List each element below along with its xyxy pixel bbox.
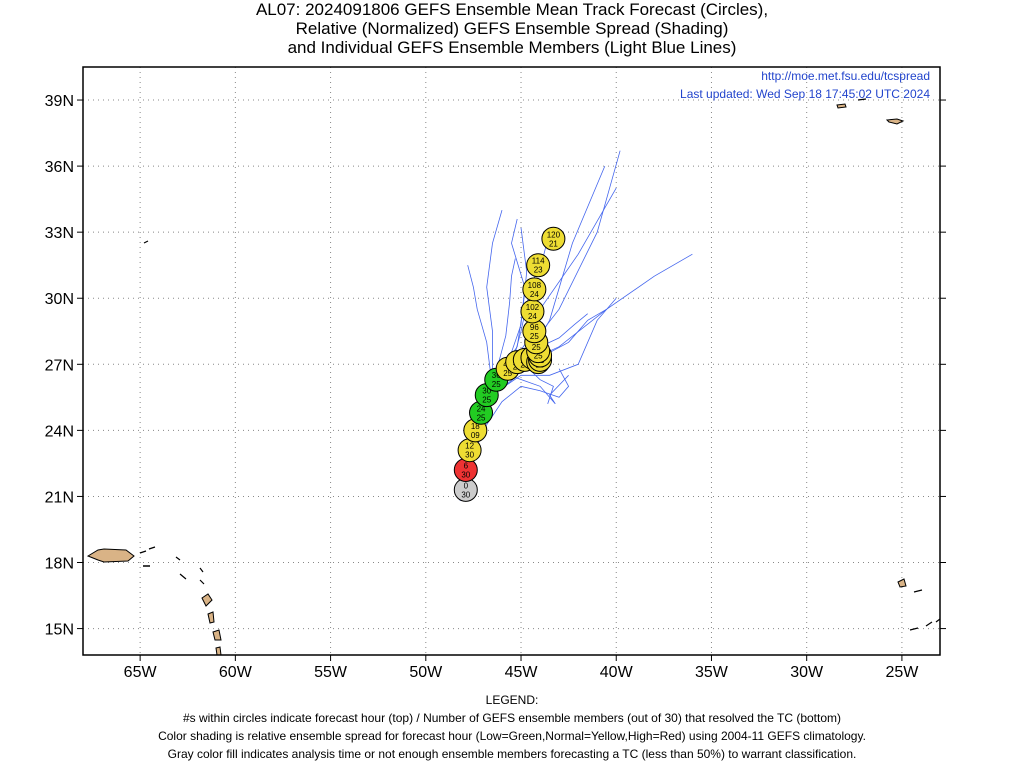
longitude-labels: 65W 60W 55W 50W 45W 40W 35W 30W 25W [124, 655, 919, 681]
lat-tick-label: 33N [45, 225, 74, 242]
member-count-label: 09 [471, 431, 480, 440]
member-count-label: 24 [528, 312, 537, 321]
legend-line-3: Gray color fill indicates analysis time … [167, 747, 857, 761]
member-count-label: 25 [532, 343, 541, 352]
member-count-label: 25 [492, 380, 501, 389]
lat-tick-label: 30N [45, 291, 74, 308]
azores-island-1 [836, 103, 847, 109]
forecast-hour-label: 102 [526, 303, 540, 312]
forecast-hour-label: 12 [465, 442, 474, 451]
ensemble-member-tracks [457, 150, 693, 501]
lat-tick-label: 18N [45, 556, 74, 573]
st-lucia-island [215, 646, 222, 655]
legend-line-1: #s within circles indicate forecast hour… [182, 711, 842, 725]
lon-tick-label: 65W [124, 664, 158, 681]
guadeloupe-island [201, 593, 213, 607]
leeward-island-1 [175, 556, 187, 580]
azores-island-3 [885, 118, 905, 125]
mean-track-circles: 0306301230180924253025362542254825542560… [453, 226, 566, 502]
lon-tick-label: 25W [885, 664, 919, 681]
puerto-rico-island [86, 548, 135, 563]
forecast-hour-label: 30 [482, 387, 491, 396]
map-grid [83, 67, 940, 655]
azores-island-2 [857, 98, 867, 101]
lon-tick-label: 50W [409, 664, 443, 681]
forecast-hour-label: 24 [477, 404, 486, 413]
chart-title-line-2: Relative (Normalized) GEFS Ensemble Spre… [295, 19, 729, 38]
spread-circle [522, 277, 547, 302]
lat-tick-label: 27N [45, 357, 74, 374]
member-count-label: 23 [534, 266, 543, 275]
forecast-hour-label: 114 [532, 257, 545, 266]
member-count-label: 30 [461, 490, 470, 499]
martinique-island [212, 629, 222, 641]
virgin-islands [139, 546, 156, 554]
source-url[interactable]: http://moe.met.fsu.edu/tcspread [761, 69, 930, 83]
lon-tick-label: 30W [790, 664, 824, 681]
member-count-label: 30 [461, 471, 470, 480]
spread-circle [541, 226, 566, 251]
lon-tick-label: 35W [695, 664, 729, 681]
forecast-hour-label: 6 [464, 462, 469, 471]
cape-verde-island-3 [909, 618, 940, 631]
land-masses [86, 98, 940, 655]
last-updated: Last updated: Wed Sep 18 17:45:02 UTC 20… [680, 87, 930, 101]
map-frame [82, 66, 941, 656]
lon-tick-label: 40W [600, 664, 634, 681]
lat-tick-label: 39N [45, 93, 74, 110]
forecast-hour-label: 0 [464, 481, 469, 490]
chart-title-line-3: and Individual GEFS Ensemble Members (Li… [287, 38, 737, 57]
bermuda-island [143, 240, 149, 244]
lat-tick-label: 24N [45, 423, 74, 440]
latitude-labels: 15N 18N 21N 24N 27N 30N 33N 36N 39N [45, 93, 946, 639]
lon-tick-label: 60W [219, 664, 253, 681]
spread-circle [526, 253, 551, 278]
member-count-label: 30 [465, 451, 474, 460]
forecast-hour-label: 18 [471, 422, 480, 431]
leeward-island-2 [199, 567, 205, 585]
member-count-label: 25 [477, 413, 486, 422]
member-count-label: 25 [530, 332, 539, 341]
member-count-label: 25 [503, 369, 512, 378]
forecast-hour-label: 96 [530, 323, 539, 332]
member-count-label: 21 [549, 239, 558, 248]
dominica-island [207, 611, 215, 624]
forecast-hour-label: 120 [547, 230, 561, 239]
lat-tick-label: 21N [45, 489, 74, 506]
lat-tick-label: 36N [45, 159, 74, 176]
chart-title-line-1: AL07: 2024091806 GEFS Ensemble Mean Trac… [255, 0, 769, 19]
legend-heading: LEGEND: [485, 693, 539, 707]
legend-line-2: Color shading is relative ensemble sprea… [158, 729, 866, 743]
lon-tick-label: 45W [505, 664, 539, 681]
forecast-hour-label: 108 [528, 281, 542, 290]
forecast-hour-label: 36 [492, 371, 501, 380]
member-count-label: 24 [530, 290, 539, 299]
cape-verde-island-1 [897, 578, 907, 588]
lat-tick-label: 15N [45, 622, 74, 639]
cape-verde-island-2 [913, 589, 923, 593]
member-count-label: 25 [482, 396, 491, 405]
mean-track-circle: 630 [453, 458, 478, 483]
member-count-label: 25 [534, 352, 543, 361]
lon-tick-label: 55W [314, 664, 348, 681]
